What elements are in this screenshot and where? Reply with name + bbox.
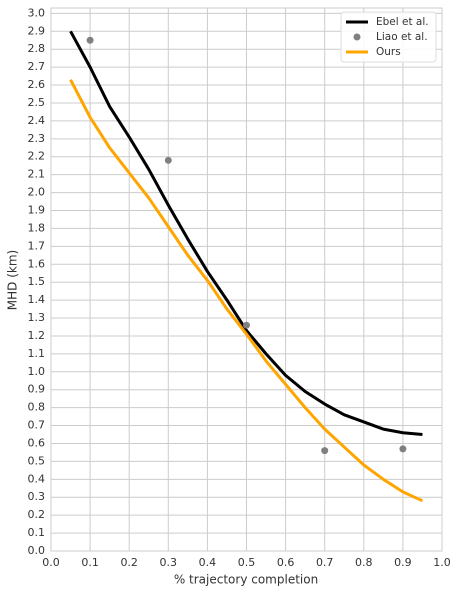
- x-tick-label: 0.3: [160, 556, 178, 569]
- y-tick-label: 0.3: [28, 490, 46, 503]
- y-tick-label: 2.9: [28, 24, 46, 37]
- legend-marker: [353, 33, 361, 41]
- x-tick-label: 0.8: [355, 556, 373, 569]
- y-tick-label: 1.4: [28, 293, 46, 306]
- scatter-point: [243, 321, 250, 329]
- y-tick-label: 0.8: [28, 401, 46, 414]
- y-tick-label: 0.0: [28, 544, 46, 557]
- x-tick-label: 0.1: [81, 556, 99, 569]
- x-tick-label: 0.2: [120, 556, 138, 569]
- x-tick-label: 1.0: [433, 556, 451, 569]
- y-tick-label: 2.2: [28, 150, 46, 163]
- y-tick-label: 1.5: [28, 275, 46, 288]
- x-tick-label: 0.9: [394, 556, 412, 569]
- y-tick-label: 2.5: [28, 96, 46, 109]
- y-tick-label: 1.2: [28, 329, 46, 342]
- scatter-point: [399, 445, 407, 453]
- y-tick-label: 2.6: [28, 78, 46, 91]
- legend-label: Ours: [376, 46, 401, 58]
- y-tick-label: 2.8: [28, 42, 46, 55]
- y-tick-label: 1.7: [28, 239, 46, 252]
- scatter-point: [164, 156, 172, 164]
- x-tick-label: 0.5: [238, 556, 256, 569]
- scatter-point: [321, 447, 329, 455]
- y-tick-label: 3.0: [28, 6, 46, 19]
- y-tick-label: 1.1: [28, 347, 46, 360]
- y-tick-label: 1.8: [28, 221, 46, 234]
- y-tick-label: 0.6: [28, 436, 46, 449]
- y-tick-label: 2.1: [28, 168, 46, 181]
- y-tick-label: 1.6: [28, 257, 46, 270]
- y-tick-label: 0.1: [28, 526, 46, 539]
- y-tick-label: 0.2: [28, 508, 46, 521]
- x-tick-label: 0.6: [277, 556, 295, 569]
- legend-label: Liao et al.: [376, 31, 428, 43]
- y-axis-label: MHD (km): [6, 250, 20, 310]
- x-tick-label: 0.0: [42, 556, 60, 569]
- legend-box: [340, 11, 437, 63]
- y-tick-label: 1.3: [28, 311, 46, 324]
- y-tick-label: 0.9: [28, 383, 46, 396]
- y-tick-label: 2.3: [28, 132, 46, 145]
- scatter-point: [86, 36, 94, 44]
- y-tick-label: 2.7: [28, 60, 46, 73]
- line-series: [69, 30, 423, 437]
- y-tick-label: 2.4: [28, 114, 46, 127]
- y-tick-label: 1.9: [28, 204, 46, 217]
- y-tick-label: 1.0: [28, 365, 46, 378]
- line-series: [69, 78, 424, 503]
- y-tick-label: 0.7: [28, 419, 46, 432]
- x-tick-label: 0.4: [199, 556, 217, 569]
- y-tick-label: 2.0: [28, 186, 46, 199]
- legend-label: Ebel et al.: [376, 16, 429, 28]
- y-tick-label: 0.5: [28, 454, 46, 467]
- y-tick-label: 0.4: [28, 472, 46, 485]
- x-axis-label: % trajectory completion: [174, 573, 318, 587]
- x-tick-label: 0.7: [316, 556, 334, 569]
